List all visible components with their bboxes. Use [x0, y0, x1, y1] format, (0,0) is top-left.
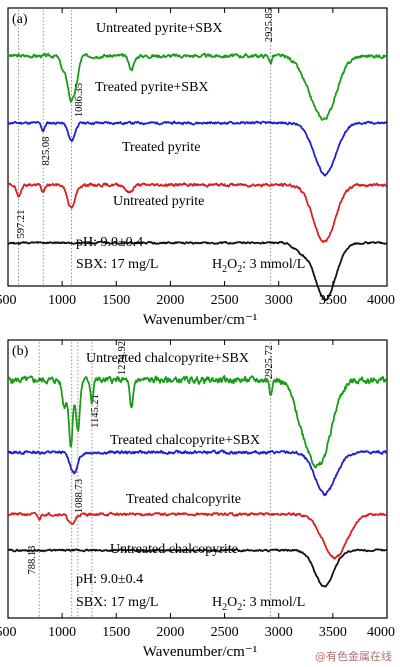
x-tick-label: 1500 — [102, 625, 130, 640]
spectrum-line — [7, 120, 388, 177]
panel-label: (a) — [12, 12, 28, 27]
x-tick-label: 4000 — [367, 293, 395, 308]
plot-frame — [7, 339, 388, 619]
peak-label: 2925.85 — [264, 8, 275, 42]
peak-label: 1088.73 — [74, 479, 85, 513]
condition-h2o2: H2O2: 3 mmol/L — [212, 595, 305, 613]
series-label: Untreated pyrite+SBX — [96, 21, 222, 36]
condition-h2o2: H2O2: 3 mmol/L — [212, 257, 305, 275]
x-tick-label: 2500 — [211, 293, 239, 308]
series-label: Untreated chalcopyrite — [110, 542, 238, 557]
x-tick-label: 1500 — [102, 293, 130, 308]
panel-label: (b) — [12, 344, 29, 359]
x-tick-label: 500 — [0, 293, 17, 308]
condition-ph: pH: 9.0±0.4 — [76, 235, 143, 250]
peak-label: 788.13 — [27, 546, 38, 575]
x-tick-label: 3000 — [265, 625, 293, 640]
series-label: Untreated chalcopyrite+SBX — [86, 351, 249, 366]
spectrum-line — [7, 511, 388, 560]
spectrum-line — [7, 52, 388, 121]
condition-sbx: SBX: 17 mg/L — [76, 257, 158, 272]
peak-label: 1086.35 — [74, 83, 85, 117]
x-tick-label: 1000 — [48, 625, 76, 640]
spectrum-line — [7, 182, 388, 244]
series-label: Treated chalcopyrite+SBX — [110, 433, 260, 448]
series-label: Treated pyrite+SBX — [95, 80, 209, 95]
peak-label: 825.08 — [41, 137, 52, 166]
spectrum-line — [7, 374, 388, 469]
spectrum-line — [7, 548, 388, 588]
panel-b: 788.13 1088.73 1145.21 1274.92 2925.72 Untrea… — [0, 339, 395, 660]
series-label: Untreated pyrite — [113, 194, 204, 209]
x-tick-label: 3500 — [319, 293, 347, 308]
peak-label: 2925.72 — [264, 345, 275, 379]
x-tick-label: 4000 — [367, 625, 395, 640]
peak-label: 597.21 — [16, 210, 27, 239]
x-tick-label: 3500 — [319, 625, 347, 640]
x-tick-label: 2000 — [156, 293, 184, 308]
x-tick-label: 3000 — [265, 293, 293, 308]
panel-a: 597.21 825.08 1086.35 2925.85 Untreated pyri… — [0, 7, 395, 328]
spectrum-line — [7, 449, 388, 497]
plot-frame — [7, 7, 388, 287]
condition-ph: pH: 9.0±0.4 — [76, 572, 143, 587]
series-label: Treated chalcopyrite — [126, 492, 241, 507]
condition-sbx: SBX: 17 mg/L — [76, 595, 158, 610]
watermark: @有色金属在线 — [315, 649, 392, 663]
x-tick-label: 1000 — [48, 293, 76, 308]
peak-label: 1145.21 — [90, 394, 101, 428]
x-tick-label: 2500 — [211, 625, 239, 640]
peak-label: 1274.92 — [117, 341, 128, 375]
series-label: Treated pyrite — [122, 140, 200, 155]
x-tick-label: 2000 — [156, 625, 184, 640]
x-axis-label: Wavenumber/cm⁻¹ — [143, 644, 258, 660]
x-tick-label: 500 — [0, 625, 17, 640]
spectrum-line — [7, 240, 388, 302]
x-axis-label: Wavenumber/cm⁻¹ — [143, 312, 258, 328]
